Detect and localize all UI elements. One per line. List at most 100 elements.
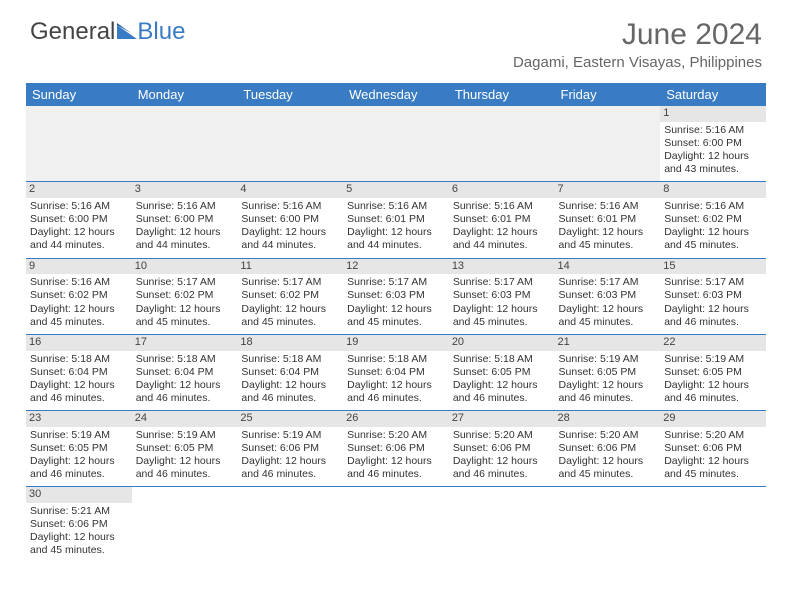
- day-detail: Sunset: 6:03 PM: [559, 289, 657, 302]
- month-title: June 2024: [513, 18, 762, 52]
- day-detail: Sunrise: 5:17 AM: [559, 276, 657, 289]
- calendar-cell: 25Sunrise: 5:19 AMSunset: 6:06 PMDayligh…: [237, 411, 343, 487]
- day-detail: Sunset: 6:03 PM: [664, 289, 762, 302]
- day-detail: Daylight: 12 hours and 46 minutes.: [453, 455, 551, 481]
- calendar-body: 1Sunrise: 5:16 AMSunset: 6:00 PMDaylight…: [26, 106, 766, 563]
- day-detail: Sunrise: 5:17 AM: [453, 276, 551, 289]
- day-detail: Sunrise: 5:20 AM: [453, 429, 551, 442]
- calendar-cell: [132, 106, 238, 182]
- calendar-cell: 14Sunrise: 5:17 AMSunset: 6:03 PMDayligh…: [555, 258, 661, 334]
- day-detail: Sunset: 6:06 PM: [559, 442, 657, 455]
- day-detail: Daylight: 12 hours and 46 minutes.: [136, 379, 234, 405]
- day-detail: Sunset: 6:04 PM: [241, 366, 339, 379]
- day-detail: Sunrise: 5:20 AM: [664, 429, 762, 442]
- brand-logo: General Blue: [30, 18, 185, 46]
- day-number: 9: [26, 259, 132, 275]
- day-detail: Daylight: 12 hours and 44 minutes.: [347, 226, 445, 252]
- calendar-cell: [449, 487, 555, 563]
- day-detail: Daylight: 12 hours and 45 minutes.: [241, 303, 339, 329]
- day-detail: Sunrise: 5:16 AM: [30, 276, 128, 289]
- calendar-cell: [343, 487, 449, 563]
- calendar-row: 2Sunrise: 5:16 AMSunset: 6:00 PMDaylight…: [26, 182, 766, 258]
- day-detail: Sunset: 6:02 PM: [241, 289, 339, 302]
- day-detail: Sunrise: 5:16 AM: [559, 200, 657, 213]
- calendar-cell: [132, 487, 238, 563]
- weekday-header: Sunday: [26, 83, 132, 106]
- day-detail: Sunrise: 5:16 AM: [664, 200, 762, 213]
- day-detail: Daylight: 12 hours and 46 minutes.: [347, 379, 445, 405]
- weekday-header: Tuesday: [237, 83, 343, 106]
- calendar-row: 1Sunrise: 5:16 AMSunset: 6:00 PMDaylight…: [26, 106, 766, 182]
- calendar-cell: 16Sunrise: 5:18 AMSunset: 6:04 PMDayligh…: [26, 334, 132, 410]
- day-detail: Sunset: 6:05 PM: [30, 442, 128, 455]
- day-detail: Sunset: 6:00 PM: [241, 213, 339, 226]
- day-detail: Daylight: 12 hours and 45 minutes.: [347, 303, 445, 329]
- day-detail: Sunrise: 5:16 AM: [453, 200, 551, 213]
- day-number: 29: [660, 411, 766, 427]
- calendar-cell: [555, 106, 661, 182]
- day-number: 10: [132, 259, 238, 275]
- day-detail: Sunset: 6:03 PM: [347, 289, 445, 302]
- day-detail: Sunset: 6:05 PM: [136, 442, 234, 455]
- calendar-cell: 12Sunrise: 5:17 AMSunset: 6:03 PMDayligh…: [343, 258, 449, 334]
- day-detail: Sunrise: 5:18 AM: [453, 353, 551, 366]
- day-number: 3: [132, 182, 238, 198]
- day-detail: Sunrise: 5:18 AM: [241, 353, 339, 366]
- calendar-row: 16Sunrise: 5:18 AMSunset: 6:04 PMDayligh…: [26, 334, 766, 410]
- weekday-header: Wednesday: [343, 83, 449, 106]
- calendar-cell: 2Sunrise: 5:16 AMSunset: 6:00 PMDaylight…: [26, 182, 132, 258]
- day-detail: Sunrise: 5:18 AM: [136, 353, 234, 366]
- calendar-cell: 21Sunrise: 5:19 AMSunset: 6:05 PMDayligh…: [555, 334, 661, 410]
- day-number: 7: [555, 182, 661, 198]
- brand-part1: General: [30, 18, 115, 46]
- calendar-cell: 4Sunrise: 5:16 AMSunset: 6:00 PMDaylight…: [237, 182, 343, 258]
- day-detail: Sunset: 6:06 PM: [30, 518, 128, 531]
- day-detail: Sunrise: 5:16 AM: [30, 200, 128, 213]
- day-detail: Sunset: 6:05 PM: [664, 366, 762, 379]
- weekday-header: Friday: [555, 83, 661, 106]
- day-number: 1: [660, 106, 766, 122]
- calendar-cell: 17Sunrise: 5:18 AMSunset: 6:04 PMDayligh…: [132, 334, 238, 410]
- day-detail: Sunset: 6:04 PM: [30, 366, 128, 379]
- day-detail: Sunset: 6:06 PM: [453, 442, 551, 455]
- day-detail: Sunset: 6:00 PM: [30, 213, 128, 226]
- day-number: 19: [343, 335, 449, 351]
- calendar-cell: [26, 106, 132, 182]
- day-detail: Sunset: 6:00 PM: [136, 213, 234, 226]
- calendar-cell: 11Sunrise: 5:17 AMSunset: 6:02 PMDayligh…: [237, 258, 343, 334]
- day-number: 24: [132, 411, 238, 427]
- day-detail: Sunrise: 5:19 AM: [30, 429, 128, 442]
- day-detail: Daylight: 12 hours and 46 minutes.: [347, 455, 445, 481]
- weekday-header-row: Sunday Monday Tuesday Wednesday Thursday…: [26, 83, 766, 106]
- calendar-cell: 29Sunrise: 5:20 AMSunset: 6:06 PMDayligh…: [660, 411, 766, 487]
- weekday-header: Saturday: [660, 83, 766, 106]
- day-detail: Daylight: 12 hours and 46 minutes.: [30, 455, 128, 481]
- day-number: 23: [26, 411, 132, 427]
- day-number: 18: [237, 335, 343, 351]
- day-detail: Sunrise: 5:17 AM: [136, 276, 234, 289]
- day-detail: Sunrise: 5:17 AM: [664, 276, 762, 289]
- day-detail: Daylight: 12 hours and 45 minutes.: [30, 303, 128, 329]
- day-number: 17: [132, 335, 238, 351]
- day-detail: Daylight: 12 hours and 46 minutes.: [241, 455, 339, 481]
- day-detail: Daylight: 12 hours and 46 minutes.: [559, 379, 657, 405]
- day-number: 26: [343, 411, 449, 427]
- day-detail: Sunrise: 5:19 AM: [559, 353, 657, 366]
- day-detail: Sunset: 6:04 PM: [347, 366, 445, 379]
- day-number: 30: [26, 487, 132, 503]
- day-detail: Daylight: 12 hours and 45 minutes.: [559, 303, 657, 329]
- day-number: 4: [237, 182, 343, 198]
- day-detail: Sunset: 6:06 PM: [241, 442, 339, 455]
- day-number: 5: [343, 182, 449, 198]
- day-detail: Sunrise: 5:16 AM: [347, 200, 445, 213]
- day-detail: Daylight: 12 hours and 44 minutes.: [30, 226, 128, 252]
- day-detail: Sunrise: 5:16 AM: [136, 200, 234, 213]
- calendar-cell: [237, 487, 343, 563]
- calendar-cell: 30Sunrise: 5:21 AMSunset: 6:06 PMDayligh…: [26, 487, 132, 563]
- calendar-cell: 18Sunrise: 5:18 AMSunset: 6:04 PMDayligh…: [237, 334, 343, 410]
- day-detail: Sunset: 6:06 PM: [664, 442, 762, 455]
- day-detail: Daylight: 12 hours and 44 minutes.: [453, 226, 551, 252]
- day-detail: Daylight: 12 hours and 46 minutes.: [664, 303, 762, 329]
- calendar-cell: 28Sunrise: 5:20 AMSunset: 6:06 PMDayligh…: [555, 411, 661, 487]
- weekday-header: Thursday: [449, 83, 555, 106]
